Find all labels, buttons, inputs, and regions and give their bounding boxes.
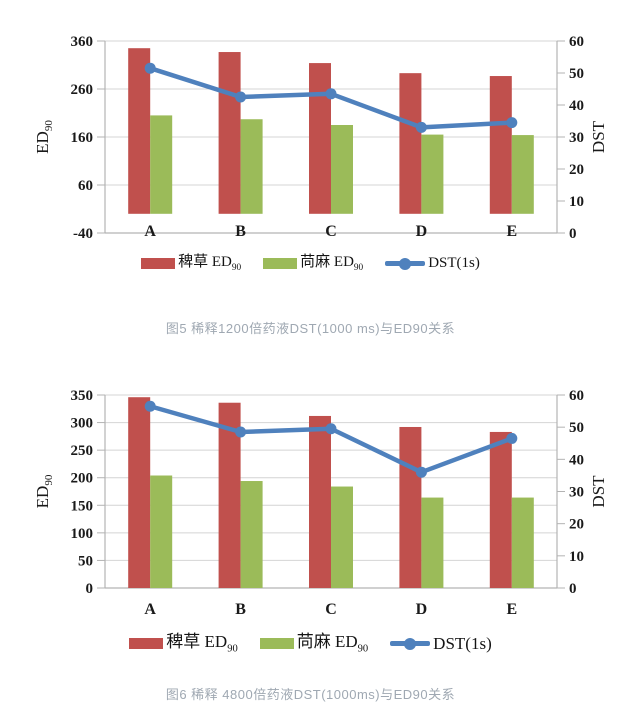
figure6-caption: 图6 稀释 4800倍药液DST(1000ms)与ED90关系 xyxy=(165,687,456,703)
legend-line-marker xyxy=(404,637,417,650)
category-label-D: D xyxy=(416,601,428,615)
right-axis-tick-label: 20 xyxy=(569,517,584,533)
legend-bar-swatch xyxy=(141,258,176,270)
bar-series-1 xyxy=(331,486,353,588)
dst-line-marker xyxy=(144,400,156,412)
dst-line-marker xyxy=(415,121,427,133)
legend-label: 苘麻 ED90 xyxy=(300,254,364,273)
dst-line-marker xyxy=(144,62,156,74)
legend-item: 苘麻 ED90 xyxy=(263,253,363,274)
category-label-B: B xyxy=(235,223,246,240)
dst-line-marker xyxy=(325,88,337,100)
left-axis-tick-label: 100 xyxy=(71,526,94,542)
right-axis-title: DST xyxy=(589,475,608,508)
bar-series-1 xyxy=(421,497,444,588)
right-axis-tick-label: 0 xyxy=(569,226,577,242)
left-axis-title: ED90 xyxy=(33,474,55,508)
left-axis-title: ED90 xyxy=(33,120,55,154)
dst-line-marker xyxy=(415,466,427,478)
bar-series-0 xyxy=(399,426,422,588)
dst-line-marker xyxy=(506,117,518,129)
right-axis-tick-label: 50 xyxy=(569,420,584,436)
legend-label: DST(1s) xyxy=(428,254,480,271)
right-axis-tick-label: 60 xyxy=(569,388,584,404)
legend-line-swatch xyxy=(390,637,431,650)
legend-bar-swatch xyxy=(259,638,294,650)
dst-line-marker xyxy=(235,91,247,103)
figure5-section: 360 260 160 60 -40 60 50 40 30 20 10 0 ED90 DST A B C D E … xyxy=(0,0,621,337)
legend-line-swatch xyxy=(385,257,426,270)
category-label-D: D xyxy=(416,223,428,240)
left-axis-tick-label: 350 xyxy=(71,388,94,404)
dst-line-marker xyxy=(506,432,518,444)
bar-series-0 xyxy=(309,63,331,214)
right-axis-tick-label: 20 xyxy=(569,162,584,178)
figure6-section: 350 300 250 200 150 100 50 0 60 50 40 30 20 10 0 ED90 DS… xyxy=(0,370,621,703)
figure5-chart: 360 260 160 60 -40 60 50 40 30 20 10 0 ED90 DST A B C D E xyxy=(33,34,608,242)
category-label-C: C xyxy=(325,601,337,615)
bar-series-0 xyxy=(218,402,241,588)
left-axis-tick-label: 60 xyxy=(78,178,93,194)
left-axis-tick-label: 200 xyxy=(71,471,94,487)
right-axis-tick-label: 40 xyxy=(569,452,584,468)
legend-item: DST(1s) xyxy=(385,254,480,274)
left-axis-tick-label: 150 xyxy=(71,498,94,514)
right-axis-tick-label: 50 xyxy=(569,66,584,82)
right-axis-tick-label: 0 xyxy=(569,581,577,597)
right-axis-tick-label: 40 xyxy=(569,98,584,114)
bar-series-1 xyxy=(150,475,173,588)
left-axis-tick-label: 300 xyxy=(71,416,94,432)
figure5-caption: 图5 稀释1200倍药液DST(1000 ms)与ED90关系 xyxy=(165,321,456,337)
left-axis-tick-label: -40 xyxy=(73,226,93,242)
right-axis-title: DST xyxy=(589,120,608,153)
bar-series-0 xyxy=(128,397,151,588)
bar-series-0 xyxy=(399,73,422,214)
legend-bar-swatch xyxy=(129,638,164,650)
bar-series-1 xyxy=(240,481,263,588)
left-axis-tick-label: 0 xyxy=(86,581,94,597)
legend-item: 稗草 ED90 xyxy=(129,631,238,656)
category-label-E: E xyxy=(506,601,517,615)
legend-line-marker xyxy=(399,257,412,270)
bar-series-0 xyxy=(489,431,512,588)
left-axis-tick-label: 360 xyxy=(71,34,94,50)
legend-bar-swatch xyxy=(263,258,298,270)
legend-item: DST(1s) xyxy=(390,633,492,655)
bar-series-0 xyxy=(218,52,241,214)
bar-series-1 xyxy=(240,119,263,214)
dst-line-marker xyxy=(325,423,337,435)
legend-label: DST(1s) xyxy=(433,633,492,653)
left-axis-tick-label: 250 xyxy=(71,443,94,459)
right-axis-tick-label: 30 xyxy=(569,130,584,146)
bar-series-1 xyxy=(421,134,444,214)
legend-label: 稗草 ED90 xyxy=(166,632,238,655)
dst-line-marker xyxy=(235,426,247,438)
figure6-legend: 稗草 ED90 苘麻 ED90 DST(1s) xyxy=(0,631,621,656)
bar-series-1 xyxy=(331,125,353,214)
right-axis-tick-label: 10 xyxy=(569,194,584,210)
legend-item: 稗草 ED90 xyxy=(141,253,241,274)
left-axis-tick-label: 260 xyxy=(71,82,94,98)
category-label-E: E xyxy=(506,223,517,240)
bar-series-1 xyxy=(511,497,534,588)
bar-series-1 xyxy=(150,115,173,214)
bar-series-0 xyxy=(309,415,331,588)
right-axis-tick-label: 10 xyxy=(569,549,584,565)
right-axis-tick-label: 30 xyxy=(569,485,584,501)
legend-label: 稗草 ED90 xyxy=(178,254,242,273)
legend-item: 苘麻 ED90 xyxy=(259,631,369,656)
right-axis-tick-label: 60 xyxy=(569,34,584,50)
bar-series-0 xyxy=(489,76,512,214)
category-label-C: C xyxy=(325,223,337,240)
bar-series-1 xyxy=(511,135,534,214)
figure5-legend: 稗草 ED90 苘麻 ED90 DST(1s) xyxy=(0,253,621,274)
left-axis-tick-label: 160 xyxy=(71,130,94,146)
category-label-A: A xyxy=(144,601,156,615)
legend-label: 苘麻 ED90 xyxy=(296,632,369,655)
category-label-A: A xyxy=(144,223,156,240)
bar-series-0 xyxy=(128,48,151,214)
category-label-B: B xyxy=(235,601,246,615)
left-axis-tick-label: 50 xyxy=(78,553,93,569)
